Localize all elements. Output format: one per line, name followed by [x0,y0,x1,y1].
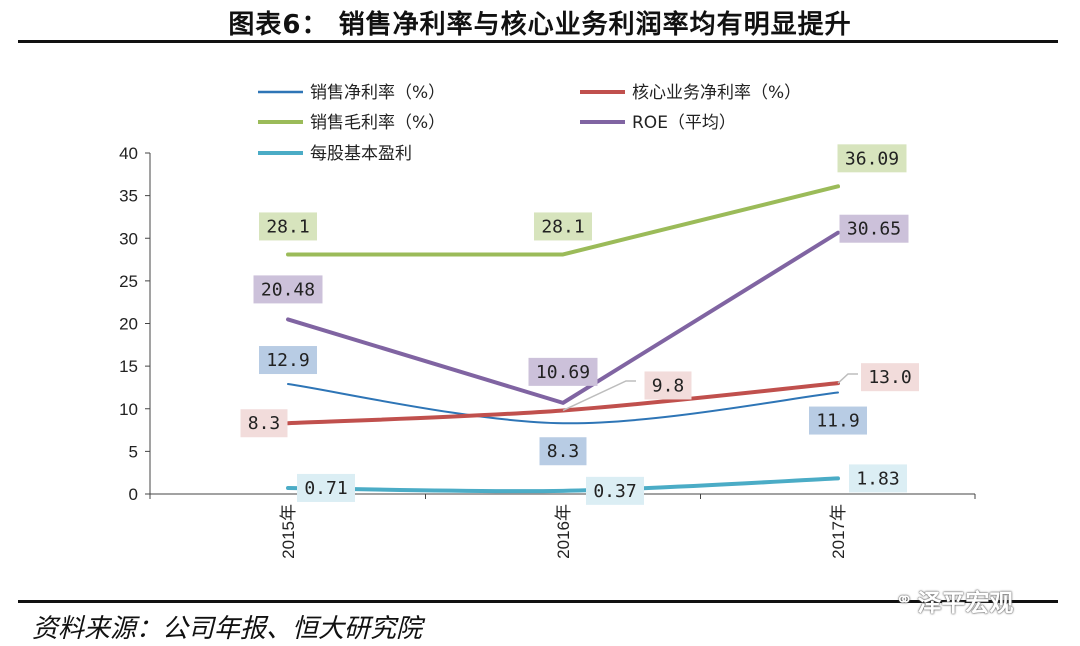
legend-label: ROE（平均） [632,113,736,133]
y-tick-label: 40 [119,144,138,163]
data-label-text: 28.1 [266,216,309,237]
data-label-text: 11.9 [816,411,859,432]
data-label-net-margin: 12.9 [259,346,317,375]
source-rule [18,600,1058,603]
y-tick-label: 35 [119,187,138,206]
series-lines [286,184,858,494]
data-label-gross-margin: 28.1 [534,212,592,241]
data-label-box [644,371,692,400]
data-label-core-margin: 9.8 [644,371,692,400]
data-label-box [809,406,867,435]
data-label-text: 0.37 [593,481,636,502]
data-label-box [534,212,592,241]
watermark-text: 泽平宏观 [917,589,1014,617]
series-line-eps [286,476,840,494]
series-line-net-margin [287,383,839,425]
data-label-net-margin: 11.9 [809,406,867,435]
label-leader-line [562,380,636,412]
legend-item-gross-margin: 销售毛利率（%） [258,113,445,133]
data-label-eps: 0.37 [586,476,644,505]
data-label-text: 36.09 [845,148,899,169]
y-tick-label: 5 [129,442,138,461]
data-label-roe: 30.65 [839,214,909,243]
data-label-roe: 10.69 [528,357,598,386]
legend-item-roe: ROE（平均） [580,113,736,133]
data-label-core-margin: 13.0 [861,363,919,392]
y-tick-label: 25 [119,272,138,291]
data-label-box [528,357,598,386]
data-label-box [259,346,317,375]
legend-label: 销售净利率（%） [310,83,445,103]
data-label-text: 30.65 [847,219,901,240]
data-label-text: 1.83 [856,468,899,489]
wechat-icon: ⚭ [895,588,914,613]
data-label-text: 20.48 [261,279,315,300]
data-label-text: 9.8 [652,375,685,396]
data-label-text: 10.69 [536,362,590,383]
series-line-gross-margin [286,184,840,257]
data-label-box [849,464,907,493]
chart-axes: 0 5 10 15 20 25 30 35 40 2015年 2016年 2017年 [119,144,976,559]
data-label-text: 13.0 [868,367,911,388]
data-label-box [861,363,919,392]
y-tick-label: 15 [119,357,138,376]
y-tick-label: 30 [119,229,138,248]
data-label-eps: 0.71 [297,473,355,502]
data-label-box [586,476,644,505]
data-label-box [839,214,909,243]
data-label-box [259,212,317,241]
legend-item-core-margin: 核心业务净利率（%） [580,83,801,103]
data-label-text: 12.9 [266,350,309,371]
x-tick-label: 2017年 [829,504,848,559]
chart-legend: 销售净利率（%） 核心业务净利率（%） 销售毛利率（%） ROE（平均） 每股基本盈利 [258,83,801,164]
data-label-box [253,275,323,304]
data-label-text: 0.71 [304,478,347,499]
data-label-text: 8.3 [547,441,580,462]
data-label-text: 28.1 [541,216,584,237]
data-label-gross-margin: 28.1 [259,212,317,241]
data-label-box [240,409,288,438]
data-label-net-margin: 8.3 [539,437,587,466]
data-label-box [539,437,587,466]
data-label-roe: 20.48 [253,275,323,304]
data-label-text: 8.3 [248,413,281,434]
data-label-box [297,473,355,502]
legend-label: 销售毛利率（%） [310,113,445,133]
x-tick-label: 2015年 [279,504,298,559]
watermark: ⚭ 泽平宏观 [895,583,1013,618]
data-label-gross-margin: 36.09 [837,144,907,173]
data-label-core-margin: 8.3 [240,409,288,438]
y-tick-label: 10 [119,400,138,419]
data-label-box [837,144,907,173]
data-label-eps: 1.83 [849,464,907,493]
source-note: 资料来源：公司年报、恒大研究院 [32,614,423,644]
title-rule [18,40,1058,43]
label-leader-line [837,373,858,384]
legend-item-net-margin: 销售净利率（%） [258,83,445,103]
chart-title: 图表6： 销售净利率与核心业务利润率均有明显提升 [228,10,852,40]
data-labels: 12.9 8.3 11.9 8.3 9.8 13.0 28.1 28.1 36.09 20.48 1… [240,144,919,505]
y-tick-label: 0 [129,485,138,504]
x-tick-label: 2016年 [554,504,573,559]
legend-label: 核心业务净利率（%） [632,83,801,103]
series-line-roe [286,230,840,405]
legend-item-eps: 每股基本盈利 [258,144,412,164]
y-tick-label: 20 [119,315,138,334]
legend-label: 每股基本盈利 [310,144,412,164]
